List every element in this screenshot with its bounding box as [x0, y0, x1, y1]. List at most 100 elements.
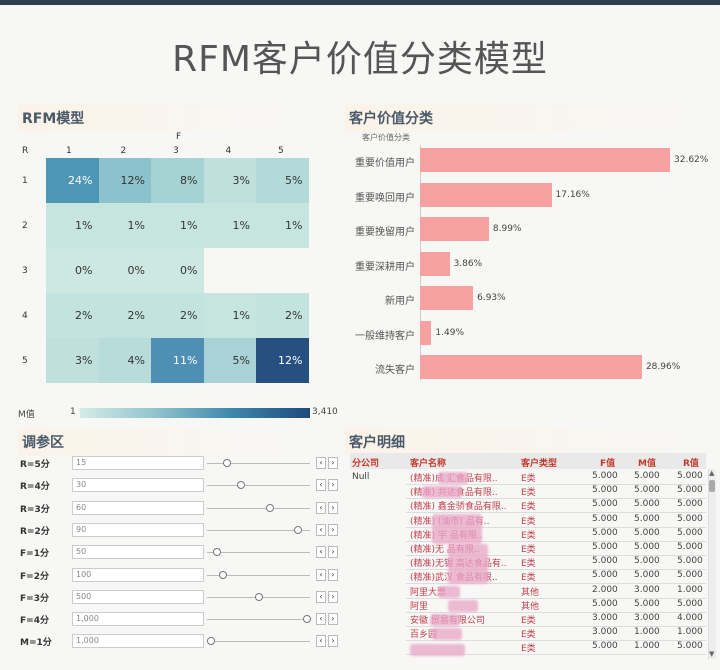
- heatmap-cell[interactable]: 1%: [203, 293, 256, 338]
- param-input[interactable]: 30: [72, 478, 204, 493]
- param-prev-button[interactable]: ‹: [316, 635, 326, 648]
- param-prev-button[interactable]: ‹: [316, 568, 326, 581]
- param-slider-knob[interactable]: [265, 503, 274, 512]
- m-value-cell: 5.000: [634, 556, 660, 567]
- heatmap-cell[interactable]: 5%: [203, 338, 256, 383]
- scroll-down-icon[interactable]: ▼: [709, 650, 715, 658]
- param-input[interactable]: 15: [72, 456, 204, 470]
- heatmap-cell[interactable]: 1%: [46, 203, 99, 248]
- param-input[interactable]: 1,000: [72, 612, 204, 627]
- param-prev-button[interactable]: ‹: [316, 457, 326, 469]
- heatmap-col-label: 2: [120, 146, 127, 156]
- bar[interactable]: [420, 148, 670, 172]
- table-header-cell[interactable]: F值: [600, 459, 616, 469]
- heatmap-cell[interactable]: 0%: [98, 248, 151, 293]
- param-prev-button[interactable]: ‹: [316, 523, 326, 536]
- heatmap-cell[interactable]: 1%: [203, 203, 256, 248]
- bar[interactable]: [420, 355, 642, 379]
- heatmap-cell[interactable]: 1%: [98, 203, 151, 248]
- param-slider-knob[interactable]: [222, 459, 231, 467]
- table-header-cell[interactable]: 分公司: [352, 459, 380, 469]
- bar[interactable]: [420, 217, 489, 241]
- table-scrollbar[interactable]: [708, 469, 716, 659]
- heatmap-cell[interactable]: 2%: [46, 293, 99, 338]
- heatmap-col-label: 5: [278, 146, 284, 156]
- param-next-button[interactable]: ›: [328, 613, 338, 626]
- heatmap-r-axis-label: R: [22, 146, 29, 156]
- heatmap-cell[interactable]: 1%: [256, 203, 309, 248]
- param-slider-track[interactable]: [207, 641, 310, 643]
- param-prev-button[interactable]: ‹: [316, 613, 326, 626]
- param-next-button[interactable]: ›: [328, 635, 338, 648]
- heatmap-cell[interactable]: 4%: [98, 338, 151, 383]
- param-slider-track[interactable]: [207, 552, 310, 554]
- heatmap-cell[interactable]: 0%: [151, 248, 204, 293]
- bar[interactable]: [420, 286, 474, 310]
- param-next-button[interactable]: ›: [328, 568, 338, 581]
- scroll-up-icon[interactable]: ▲: [709, 469, 715, 477]
- param-next-button[interactable]: ›: [328, 546, 338, 559]
- param-input[interactable]: 90: [72, 522, 204, 537]
- heatmap-cell[interactable]: 1%: [151, 203, 204, 248]
- r-value-cell: 1.000: [677, 627, 703, 638]
- param-next-button[interactable]: ›: [328, 501, 338, 514]
- heatmap-cell[interactable]: 8%: [151, 158, 204, 203]
- param-prev-button[interactable]: ‹: [316, 590, 326, 603]
- param-next-button[interactable]: ›: [328, 523, 338, 536]
- param-input[interactable]: 50: [72, 545, 204, 560]
- customer-name-cell[interactable]: (精准)无 品有限..: [410, 545, 480, 555]
- heatmap-cell[interactable]: 2%: [151, 293, 204, 338]
- param-slider-track[interactable]: [207, 619, 310, 621]
- param-slider-knob[interactable]: [212, 548, 221, 557]
- table-row-divider: [406, 654, 706, 656]
- heatmap-cell[interactable]: 11%: [151, 338, 204, 383]
- heatmap-col-label: 4: [225, 146, 232, 156]
- customer-type-cell: 其他: [521, 601, 540, 612]
- heatmap-cell[interactable]: 3%: [203, 158, 256, 203]
- param-input[interactable]: 100: [72, 567, 204, 582]
- scroll-thumb[interactable]: [709, 480, 715, 492]
- param-slider-track[interactable]: [207, 574, 310, 576]
- param-slider-knob[interactable]: [207, 637, 215, 646]
- bar[interactable]: [420, 251, 450, 276]
- param-next-button[interactable]: ›: [328, 457, 338, 469]
- heatmap-cell[interactable]: 12%: [98, 158, 151, 203]
- redaction-blur: [438, 472, 468, 484]
- bar[interactable]: [420, 320, 432, 345]
- param-next-button[interactable]: ›: [328, 590, 338, 603]
- table-header-cell[interactable]: 客户名称: [410, 459, 447, 469]
- heatmap-cell[interactable]: 12%: [256, 338, 309, 383]
- customer-name-cell[interactable]: 阿里: [410, 601, 429, 612]
- param-next-button[interactable]: ›: [328, 479, 338, 492]
- bar[interactable]: [420, 182, 552, 207]
- param-slider-track[interactable]: [207, 507, 310, 509]
- heatmap-cell[interactable]: 24%: [46, 158, 99, 203]
- customer-name-cell[interactable]: 阿里大票: [410, 587, 447, 598]
- customer-name-cell[interactable]: (精准) 鑫金骄食品有限..: [410, 502, 507, 513]
- param-prev-button[interactable]: ‹: [316, 501, 326, 514]
- param-prev-button[interactable]: ‹: [316, 479, 326, 492]
- param-slider-knob[interactable]: [294, 525, 303, 534]
- param-slider-track[interactable]: [207, 485, 310, 487]
- heatmap-cell[interactable]: 5%: [256, 158, 309, 203]
- param-slider-track[interactable]: [207, 463, 310, 464]
- heatmap-cell[interactable]: 2%: [256, 293, 309, 338]
- param-slider-knob[interactable]: [218, 570, 227, 579]
- heatmap-cell[interactable]: 2%: [98, 293, 151, 338]
- table-header-cell[interactable]: R值: [683, 459, 699, 469]
- customer-type-cell: E类: [521, 630, 536, 641]
- r-value-cell: 5.000: [677, 471, 703, 481]
- param-prev-button[interactable]: ‹: [316, 546, 326, 559]
- table-header-cell[interactable]: M值: [638, 459, 656, 469]
- param-slider-track[interactable]: [207, 529, 310, 531]
- param-slider-knob[interactable]: [303, 615, 312, 624]
- param-input[interactable]: 500: [72, 589, 204, 604]
- param-input[interactable]: 60: [72, 500, 204, 515]
- heatmap-cell[interactable]: 3%: [46, 338, 99, 383]
- customer-name-cell[interactable]: 百乡园: [410, 630, 438, 641]
- param-slider-knob[interactable]: [255, 592, 264, 601]
- param-input[interactable]: 1,000: [72, 634, 204, 649]
- table-header-cell[interactable]: 客户类型: [521, 459, 558, 469]
- heatmap-cell[interactable]: 0%: [46, 248, 99, 293]
- param-slider-knob[interactable]: [237, 481, 246, 490]
